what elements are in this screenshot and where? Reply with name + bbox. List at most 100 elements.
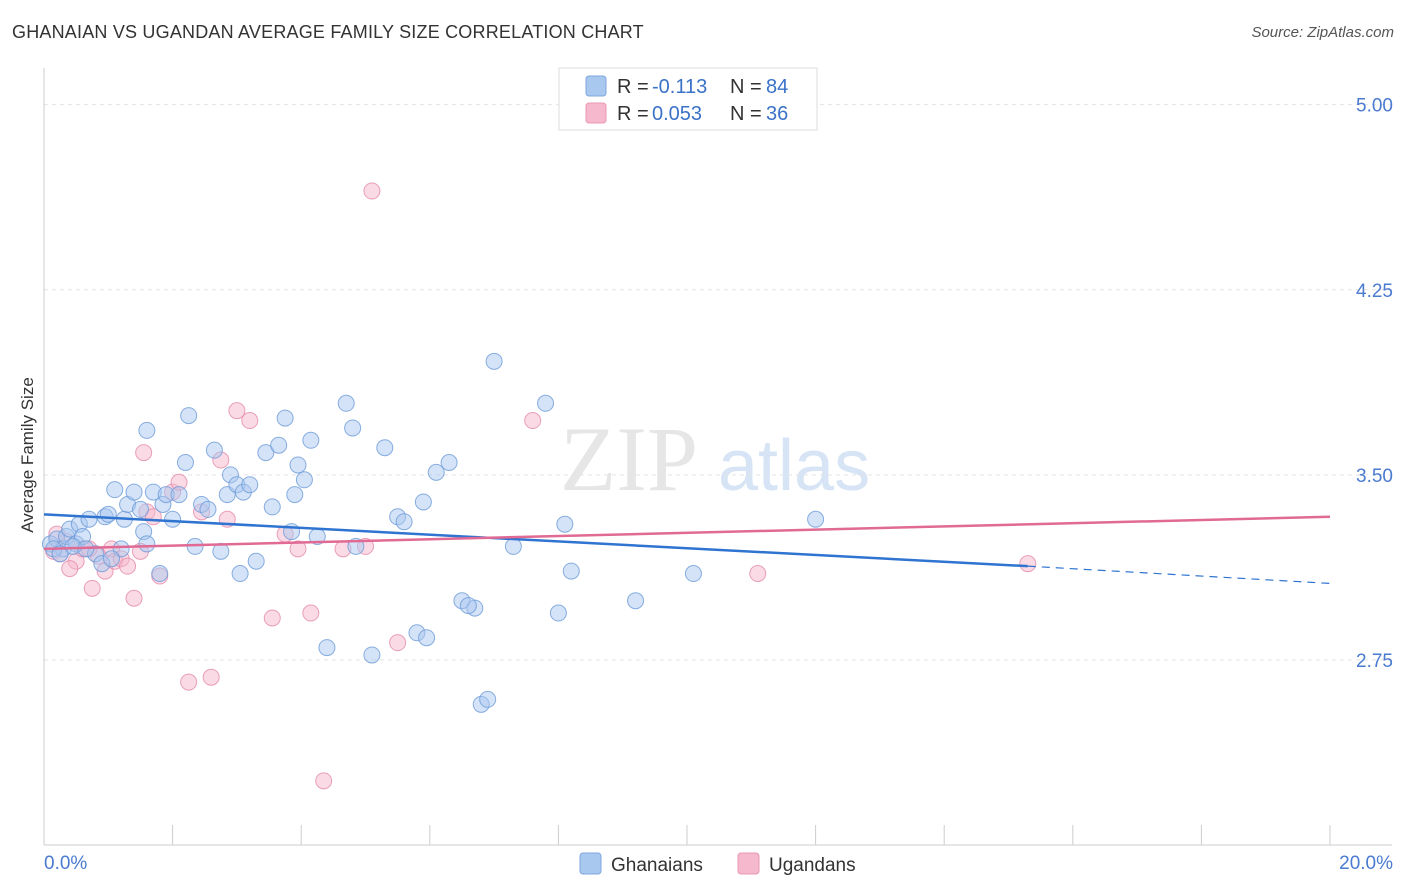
watermark-atlas: atlas xyxy=(718,426,870,506)
data-point xyxy=(344,419,362,437)
data-point xyxy=(318,639,336,657)
data-point xyxy=(228,402,246,420)
data-point xyxy=(247,552,265,570)
source-label: Source: ZipAtlas.com xyxy=(1251,24,1394,41)
data-point xyxy=(170,486,188,504)
series-ugandans xyxy=(45,182,1037,790)
bottom-legend-swatch-ugandans xyxy=(737,852,760,875)
data-point xyxy=(276,409,294,427)
legend-n-label-1: N = xyxy=(730,76,762,98)
data-point xyxy=(389,634,407,652)
y-tick-label: 2.75 xyxy=(1356,651,1393,672)
data-point xyxy=(504,537,522,555)
axes xyxy=(43,68,1392,846)
data-point xyxy=(125,483,143,501)
legend-n-value-2: 36 xyxy=(766,103,788,125)
y-axis-label: Average Family Size xyxy=(18,377,37,533)
x-tick-label-min: 0.0% xyxy=(44,853,87,874)
data-point xyxy=(302,431,320,449)
data-point xyxy=(295,471,313,489)
data-point xyxy=(138,421,156,439)
legend-r-value-2: 0.053 xyxy=(652,103,702,125)
data-point xyxy=(363,646,381,664)
bottom-legend-swatch-ghanaians xyxy=(579,852,602,875)
data-point xyxy=(61,560,79,578)
bottom-legend-label-ugandans: Ugandans xyxy=(769,855,856,876)
trend-line-ghanaians xyxy=(43,513,1028,568)
data-point xyxy=(176,454,194,471)
data-point xyxy=(286,486,304,504)
legend-swatch-ghanaians xyxy=(585,75,607,97)
chart-title: GHANAIAN VS UGANDAN AVERAGE FAMILY SIZE … xyxy=(12,22,644,42)
watermark-zip: ZIP xyxy=(560,408,698,510)
data-point xyxy=(562,562,580,580)
data-point xyxy=(376,439,394,457)
legend-r-label-2: R = xyxy=(617,103,649,125)
data-point xyxy=(119,557,137,575)
y-tick-label: 3.50 xyxy=(1356,466,1393,487)
data-point xyxy=(270,436,288,454)
gridlines xyxy=(44,104,1392,661)
legend-n-label-2: N = xyxy=(730,103,762,125)
data-point xyxy=(241,476,259,494)
trend-lines xyxy=(43,513,1331,585)
top-legend: R = -0.113 N = 84 R = 0.053 N = 36 xyxy=(558,67,818,131)
trend-line-ghanaians-extension xyxy=(1027,565,1331,585)
data-point xyxy=(459,597,477,615)
legend-r-value-1: -0.113 xyxy=(652,76,707,98)
y-tick-label: 4.25 xyxy=(1356,281,1393,302)
data-point xyxy=(80,510,98,528)
data-point xyxy=(289,540,307,558)
data-point xyxy=(1019,555,1037,573)
watermark: ZIP atlas xyxy=(560,408,870,510)
data-point xyxy=(125,589,143,607)
bottom-legend: Ghanaians Ugandans xyxy=(579,852,856,876)
data-point xyxy=(556,515,574,533)
legend-n-value-1: 84 xyxy=(766,76,788,98)
y-tick-label: 5.00 xyxy=(1356,96,1393,117)
data-point xyxy=(627,592,645,610)
data-point xyxy=(549,604,567,622)
data-point xyxy=(337,394,355,412)
data-point xyxy=(241,412,259,430)
data-point xyxy=(485,352,503,370)
data-point xyxy=(135,444,153,462)
data-point xyxy=(257,444,275,462)
data-point xyxy=(395,513,413,531)
data-point xyxy=(180,673,198,691)
data-point xyxy=(414,493,432,511)
data-point xyxy=(103,550,121,568)
data-point xyxy=(199,500,217,518)
data-point xyxy=(164,510,182,528)
data-point xyxy=(99,505,117,523)
legend-swatch-ugandans xyxy=(585,102,607,124)
data-point xyxy=(524,412,542,430)
data-point xyxy=(302,604,320,622)
trend-line-ugandans xyxy=(43,515,1331,551)
data-point xyxy=(315,772,333,790)
data-point xyxy=(418,629,436,647)
data-point xyxy=(205,441,223,459)
series-ghanaians xyxy=(41,352,825,713)
x-tick-label-max: 20.0% xyxy=(1339,853,1393,874)
data-point xyxy=(263,498,281,516)
data-point xyxy=(749,565,767,583)
data-point xyxy=(807,510,825,528)
y-tick-labels: 2.75 3.50 4.25 5.00 xyxy=(1356,96,1393,672)
data-point xyxy=(231,565,249,583)
data-point xyxy=(440,454,458,471)
data-point xyxy=(479,690,497,708)
data-point xyxy=(138,535,156,553)
bottom-legend-label-ghanaians: Ghanaians xyxy=(611,855,703,876)
data-point xyxy=(684,565,702,583)
data-point xyxy=(289,456,307,474)
data-point xyxy=(180,407,198,425)
data-point xyxy=(202,668,220,686)
data-point xyxy=(537,394,555,412)
data-point xyxy=(363,182,381,200)
data-point xyxy=(131,500,149,518)
data-point xyxy=(427,463,445,481)
data-point xyxy=(83,579,101,597)
legend-r-label-1: R = xyxy=(617,76,649,98)
